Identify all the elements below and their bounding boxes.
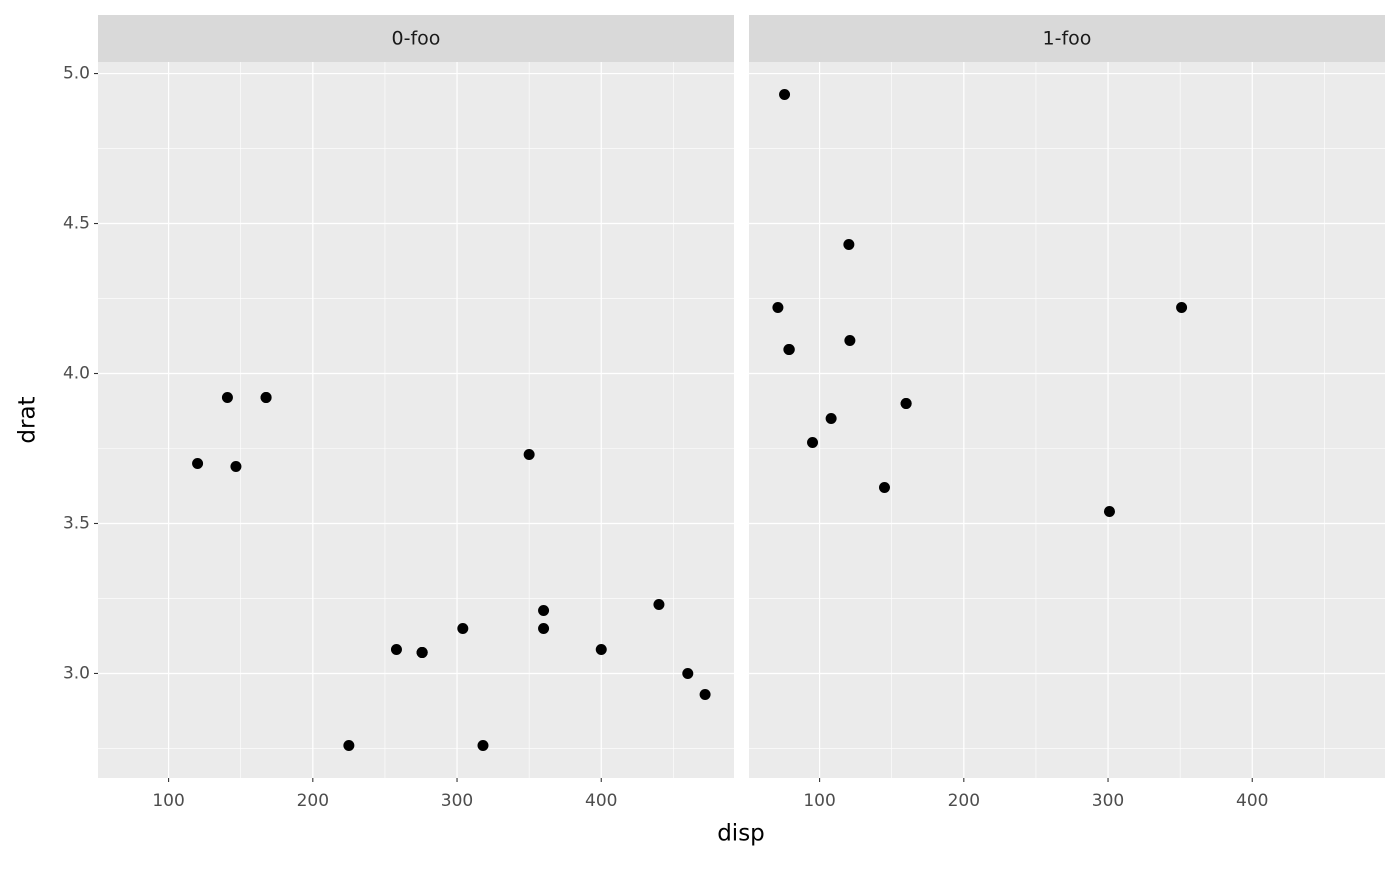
strip-background (98, 15, 734, 62)
point (699, 688, 711, 700)
x-tick-label: 200 (297, 791, 329, 811)
x-tick-label: 400 (585, 791, 617, 811)
x-tick-label: 300 (1092, 791, 1124, 811)
x-tick-label: 400 (1236, 791, 1268, 811)
y-tick-label: 4.5 (63, 214, 90, 234)
strip-label: 0-foo (392, 28, 441, 50)
x-axis-title: disp (717, 821, 765, 847)
point (779, 89, 791, 101)
panel-background (98, 62, 734, 778)
point (343, 739, 355, 751)
point (523, 448, 535, 460)
point (843, 239, 855, 251)
point (416, 646, 428, 658)
point (260, 392, 272, 404)
point (221, 392, 233, 404)
point (192, 457, 204, 469)
point (783, 344, 795, 356)
y-tick-label: 3.0 (63, 663, 90, 683)
strip-label: 1-foo (1043, 28, 1092, 50)
point (595, 643, 607, 655)
point (682, 667, 694, 679)
point (538, 604, 550, 616)
point (844, 335, 856, 347)
strip-background (749, 15, 1385, 62)
x-tick-label: 100 (803, 791, 835, 811)
point (807, 436, 819, 448)
panel-background (749, 62, 1385, 778)
x-tick-label: 100 (152, 791, 184, 811)
y-axis-title: drat (15, 396, 41, 443)
y-tick-label: 4.0 (63, 364, 90, 384)
point (477, 739, 489, 751)
point (390, 643, 402, 655)
point (1176, 302, 1188, 314)
point (825, 413, 837, 425)
point (457, 622, 469, 634)
x-tick-label: 300 (441, 791, 473, 811)
point (900, 398, 912, 410)
y-tick-label: 3.5 (63, 513, 90, 533)
point (538, 622, 550, 634)
point (878, 481, 890, 493)
point (653, 598, 665, 610)
point (1103, 505, 1115, 517)
x-tick-label: 200 (948, 791, 980, 811)
point (230, 460, 242, 472)
point (772, 302, 784, 314)
y-tick-label: 5.0 (63, 64, 90, 84)
